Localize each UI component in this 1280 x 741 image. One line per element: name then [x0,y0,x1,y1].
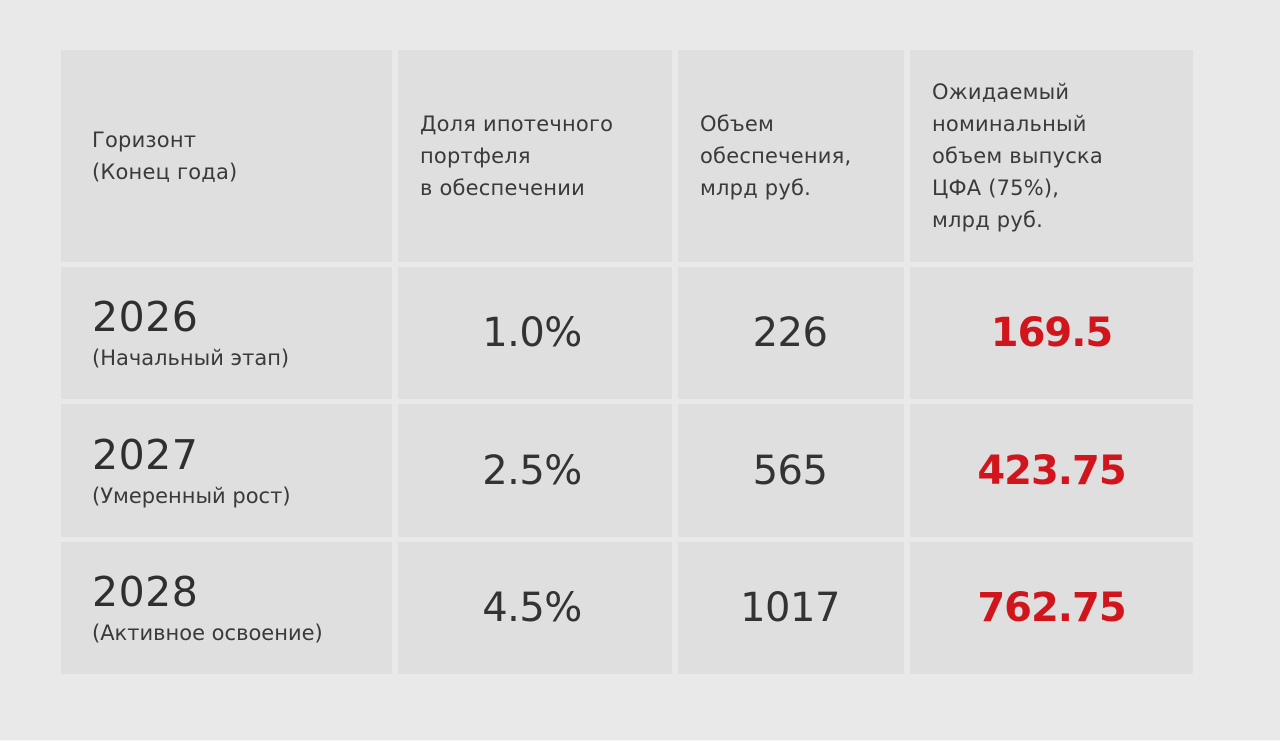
header-text-line: объем выпуска [932,144,1103,168]
header-mortgage-share: Доля ипотечного портфеля в обеспечении [398,50,672,262]
expected-issue-value: 169.5 [910,267,1193,399]
header-text-line: Ожидаемый [932,80,1070,104]
header-text-line: Доля ипотечного [420,112,614,136]
header-text-line: (Конец года) [92,160,238,184]
header-text-line: Объем [700,112,775,136]
mortgage-share-value: 4.5% [398,542,672,674]
mortgage-share-value: 2.5% [398,404,672,537]
year-label: 2028 [92,568,199,616]
year-label: 2026 [92,293,199,341]
header-text-line: номинальный [932,112,1087,136]
collateral-volume-value: 1017 [678,542,904,674]
header-text-line: млрд руб. [932,208,1043,232]
header-text-line: обеспечения, [700,144,852,168]
expected-issue-value: 423.75 [910,404,1193,537]
row-horizon-cell: 2027 (Умеренный рост) [61,404,392,537]
year-label: 2027 [92,430,199,479]
collateral-volume-value: 565 [678,404,904,537]
stage-label: (Начальный этап) [92,346,290,370]
stage-label: (Умеренный рост) [92,483,291,508]
header-text-line: портфеля [420,144,531,168]
header-collateral-volume: Объем обеспечения, млрд руб. [678,50,904,262]
stage-label: (Активное освоение) [92,621,323,645]
expected-issue-value: 762.75 [910,542,1193,674]
header-text-line: Горизонт [92,128,197,152]
row-horizon-cell: 2028 (Активное освоение) [61,542,392,674]
header-expected-issue-volume: Ожидаемый номинальный объем выпуска ЦФА … [910,50,1193,262]
header-horizon: Горизонт (Конец года) [61,50,392,262]
mortgage-share-value: 1.0% [398,267,672,399]
header-text-line: ЦФА (75%), [932,176,1060,200]
data-table: Горизонт (Конец года) Доля ипотечного по… [61,50,1193,674]
collateral-volume-value: 226 [678,267,904,399]
header-text-line: млрд руб. [700,176,811,200]
header-text-line: в обеспечении [420,176,585,200]
row-horizon-cell: 2026 (Начальный этап) [61,267,392,399]
